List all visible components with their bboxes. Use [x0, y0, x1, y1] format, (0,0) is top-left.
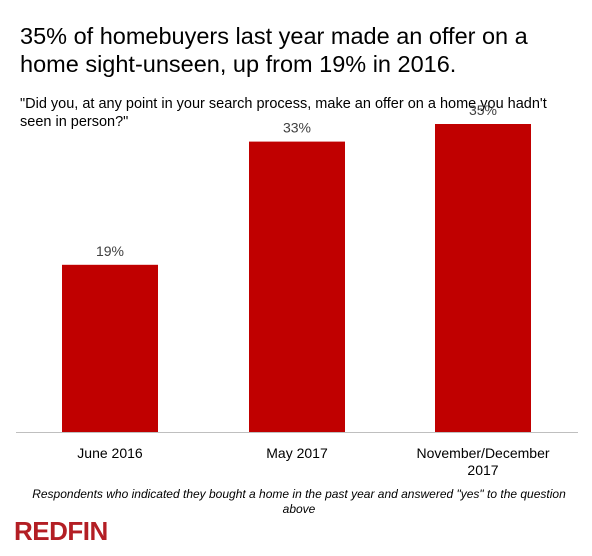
bar-value-label-1: 33% [283, 120, 311, 136]
bar-1 [249, 141, 345, 432]
bar-0 [62, 264, 158, 432]
category-label-0: June 2016 [77, 445, 143, 461]
bar-value-label-0: 19% [96, 243, 124, 259]
redfin-logo: REDFIN [14, 516, 108, 546]
chart-title: 35% of homebuyers last year made an offe… [20, 23, 528, 77]
category-label-2: November/December 2017 [416, 445, 549, 478]
chart-subtitle: "Did you, at any point in your search pr… [20, 96, 547, 130]
category-label-1: May 2017 [266, 445, 328, 461]
chart-footnote: Respondents who indicated they bought a … [32, 487, 566, 516]
bar-2 [435, 124, 531, 432]
bar-value-label-2: 35% [469, 102, 497, 118]
